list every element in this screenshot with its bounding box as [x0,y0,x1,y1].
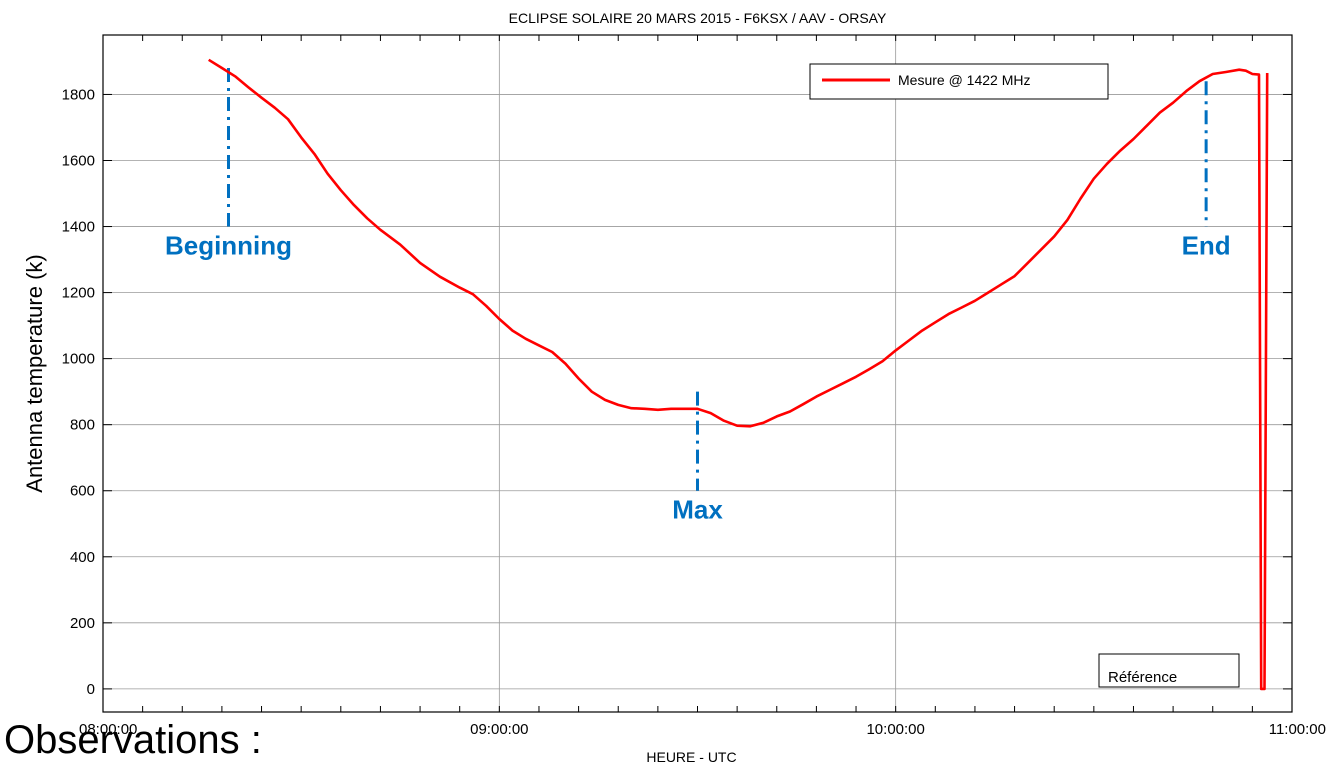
x-tick-label: 11:00:00 [1269,721,1326,738]
y-tick-label: 1600 [62,152,95,169]
y-tick-label: 1800 [62,86,95,103]
annotation-label-beginning: Beginning [165,231,292,261]
series-line-mesure [208,58,1269,691]
y-tick-label: 200 [70,615,95,632]
annotation-label-max: Max [672,495,723,525]
observations-heading: Observations : [4,718,262,762]
ticks [103,35,1292,712]
x-axis-label: HEURE - UTC [646,749,736,765]
y-tick-label: 1000 [62,351,95,368]
y-tick-label: 400 [70,549,95,566]
y-axis-label: Antenna temperature (k) [22,254,47,492]
y-tick-label: 600 [70,483,95,500]
plot-frame [102,34,1293,713]
y-tick-label: 1200 [62,285,95,302]
x-tick-labels: 08:00:00 09:00:00 10:00:00 11:00:00 [79,721,1326,738]
annotation-label-end: End [1182,231,1231,261]
x-tick-label: 10:00:00 [866,721,924,738]
x-tick-label: 08:00:00 [79,721,137,738]
reference-box: Référence [1098,653,1240,688]
x-tick-label: 09:00:00 [470,721,528,738]
y-tick-label: 1400 [62,219,95,236]
legend: Mesure @ 1422 MHz [809,63,1109,100]
y-tick-labels: 0 200 400 600 800 1000 1200 1400 1600 1800 [62,86,95,697]
legend-entry: Mesure @ 1422 MHz [898,72,1030,88]
y-tick-label: 800 [70,417,95,434]
plot-border [102,34,1293,713]
reference-label: Référence [1108,669,1177,686]
y-tick-label: 0 [87,681,95,698]
annotations: Beginning Max End [165,68,1231,525]
grid [103,35,1292,712]
chart-title: ECLIPSE SOLAIRE 20 MARS 2015 - F6KSX / A… [509,10,887,26]
